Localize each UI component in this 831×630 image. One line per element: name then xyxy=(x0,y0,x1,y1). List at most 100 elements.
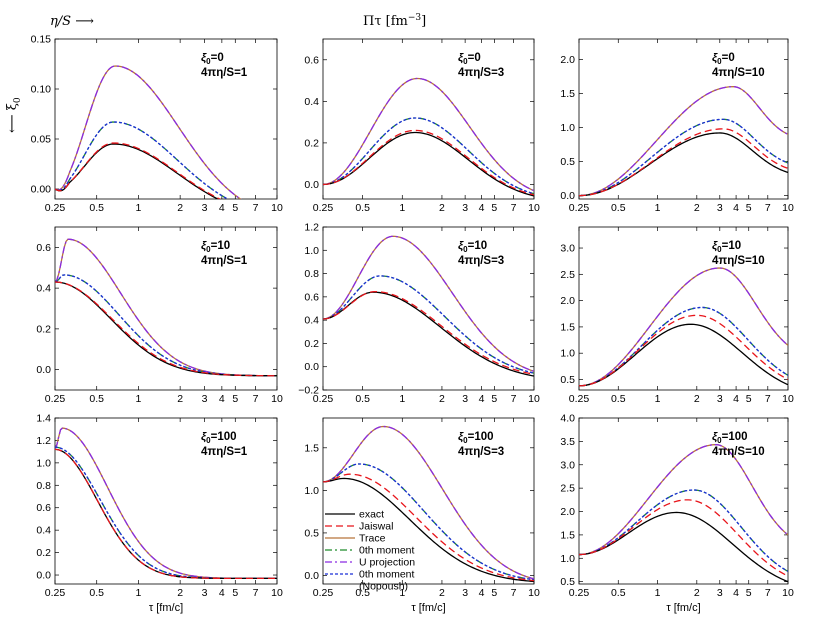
y-axis-label-sub: 0 xyxy=(13,97,23,103)
y-tick-label: 2.5 xyxy=(560,483,575,495)
x-tick-label: 10 xyxy=(528,587,540,599)
figure-header-left: η/S ⟶ xyxy=(50,14,94,29)
y-tick-label: 0.0 xyxy=(36,570,51,582)
y-tick-label: 0.8 xyxy=(36,480,51,492)
x-tick-label: 1 xyxy=(136,202,142,214)
x-tick-label: 10 xyxy=(782,393,794,405)
series-line-0th-moment-nopoush- xyxy=(579,489,788,572)
y-tick-label: 1.0 xyxy=(560,553,575,565)
panels-grid: 0.25 0.5 1 2 3 4 5 7 100.000.050.100.15ξ0=04πη/S… xyxy=(31,34,794,615)
y-tick-label: 1.2 xyxy=(304,222,319,234)
series-line-jaiswal xyxy=(323,473,534,582)
panel-9-eta-label: 4πη/S=10 xyxy=(712,446,765,458)
series-line-0th-moment-nopoush- xyxy=(55,121,229,199)
panel-1-xi-label: ξ0=0 xyxy=(201,52,224,66)
y-tick-label: −0.2 xyxy=(298,385,319,397)
series-line-0th-moment xyxy=(55,274,277,377)
series-line-0th-moment-nopoush- xyxy=(55,274,277,377)
y-tick-label: 2.0 xyxy=(560,506,575,518)
y-tick-label: 3.0 xyxy=(560,459,575,471)
series-line-0th-moment-nopoush- xyxy=(579,306,788,387)
y-tick-label: 2.0 xyxy=(560,295,575,307)
series-line-0th-moment-nopoush- xyxy=(55,446,277,580)
panel-5: 0.25 0.5 1 2 3 4 5 7 10 −0.2 0.0 0.2 0.4 0.6 0.8 1.0 1.2… xyxy=(298,222,540,406)
panel-1-series xyxy=(55,65,242,199)
panel-5-xi-label: ξ0=10 xyxy=(458,240,487,254)
x-tick-label: 0.5 xyxy=(611,202,626,214)
y-tick-label: 0.15 xyxy=(31,34,52,46)
panel-6: 0.25 0.5 1 2 3 4 5 7 10 0.5 1.0 1.5 2.0 2.5 3.0 ξ0=104π… xyxy=(560,226,794,405)
legend-entry-extra: (Nopoush) xyxy=(359,581,408,593)
panel-3: 0.25 0.5 1 2 3 4 5 7 10 0.0 0.5 1.0 1.5 2.0 ξ0=04πη/S=… xyxy=(560,38,794,214)
x-tick-label: 3 xyxy=(717,587,723,599)
panel-3-eta-label: 4πη/S=10 xyxy=(712,67,765,79)
panel-7-eta-label: 4πη/S=1 xyxy=(201,446,248,458)
series-line-exact xyxy=(579,132,788,197)
series-line-jaiswal xyxy=(579,128,788,197)
series-line-u-projection xyxy=(323,425,534,580)
x-tick-label: 0.5 xyxy=(611,393,626,405)
x-tick-label: 0.25 xyxy=(569,587,590,599)
y-tick-label: 2.5 xyxy=(560,269,575,281)
panel-3-frame xyxy=(578,38,789,200)
x-tick-label: 2 xyxy=(439,393,445,405)
x-tick-label: 0.5 xyxy=(355,202,370,214)
y-tick-label: 0.0 xyxy=(304,361,319,373)
panel-3-series xyxy=(579,86,788,197)
y-tick-label: 0.2 xyxy=(304,338,319,350)
series-line-0th-moment-nopoush- xyxy=(323,463,534,581)
x-tick-label: 7 xyxy=(765,202,771,214)
x-tick-label: 10 xyxy=(528,202,540,214)
x-tick-label: 10 xyxy=(271,393,283,405)
x-tick-label: 4 xyxy=(733,202,739,214)
figure-header-center: Πτ [fm−3] xyxy=(363,13,426,29)
series-line-trace xyxy=(579,267,788,387)
x-tick-label: 7 xyxy=(511,393,517,405)
x-tick-label: 5 xyxy=(232,587,238,599)
x-tick-label: 5 xyxy=(491,393,497,405)
x-tick-label: 1 xyxy=(136,393,142,405)
series-line-exact xyxy=(579,323,788,387)
x-tick-label: 3 xyxy=(462,393,468,405)
y-tick-label: 1.5 xyxy=(304,442,319,454)
x-tick-label: 4 xyxy=(479,393,485,405)
x-tick-label: 10 xyxy=(271,202,283,214)
svg-text:Πτ [fm−3]: Πτ [fm−3] xyxy=(363,13,426,29)
x-tick-label: 7 xyxy=(765,393,771,405)
y-tick-label: 0.4 xyxy=(304,96,319,108)
y-tick-label: 1.0 xyxy=(560,122,575,134)
series-line-0th-moment-nopoush- xyxy=(323,117,534,195)
panel-7-series xyxy=(55,427,277,580)
legend-entry: Trace xyxy=(359,533,386,545)
panel-4-series xyxy=(55,238,277,377)
x-tick-label: 3 xyxy=(462,202,468,214)
series-line-0th-moment xyxy=(323,275,534,374)
x-tick-label: 4 xyxy=(733,587,739,599)
series-line-jaiswal xyxy=(55,281,277,377)
panel-8-xi-label: ξ0=100 xyxy=(458,431,494,445)
panel-7: 0.25 0.5 1 2 3 4 5 7 10 0.0 0.2 0.4 0.6 0.8 1.0 1.2 1.4 ξ… xyxy=(36,413,283,615)
series-line-jaiswal xyxy=(579,314,788,387)
header-pi-tau-close: ] xyxy=(421,14,426,29)
x-tick-label: 1 xyxy=(399,393,405,405)
x-tick-label: 1 xyxy=(655,393,661,405)
x-tick-label: 4 xyxy=(219,393,225,405)
x-tick-label: 0.5 xyxy=(89,587,104,599)
y-tick-label: 0.5 xyxy=(560,374,575,386)
series-line-0th-moment xyxy=(55,446,277,580)
x-axis-label: τ [fm/c] xyxy=(411,602,445,614)
series-line-jaiswal xyxy=(579,499,788,577)
x-tick-label: 4 xyxy=(219,587,225,599)
series-line-exact xyxy=(323,477,534,583)
x-tick-label: 2 xyxy=(177,393,183,405)
panel-5-series xyxy=(323,235,534,377)
y-tick-label: 1.0 xyxy=(36,457,51,469)
header-pi-tau: Πτ [fm xyxy=(363,14,408,29)
panel-6-eta-label: 4πη/S=10 xyxy=(712,255,765,267)
x-tick-label: 1 xyxy=(136,587,142,599)
x-tick-label: 0.5 xyxy=(355,587,370,599)
x-tick-label: 5 xyxy=(746,587,752,599)
y-tick-label: 1.5 xyxy=(560,321,575,333)
